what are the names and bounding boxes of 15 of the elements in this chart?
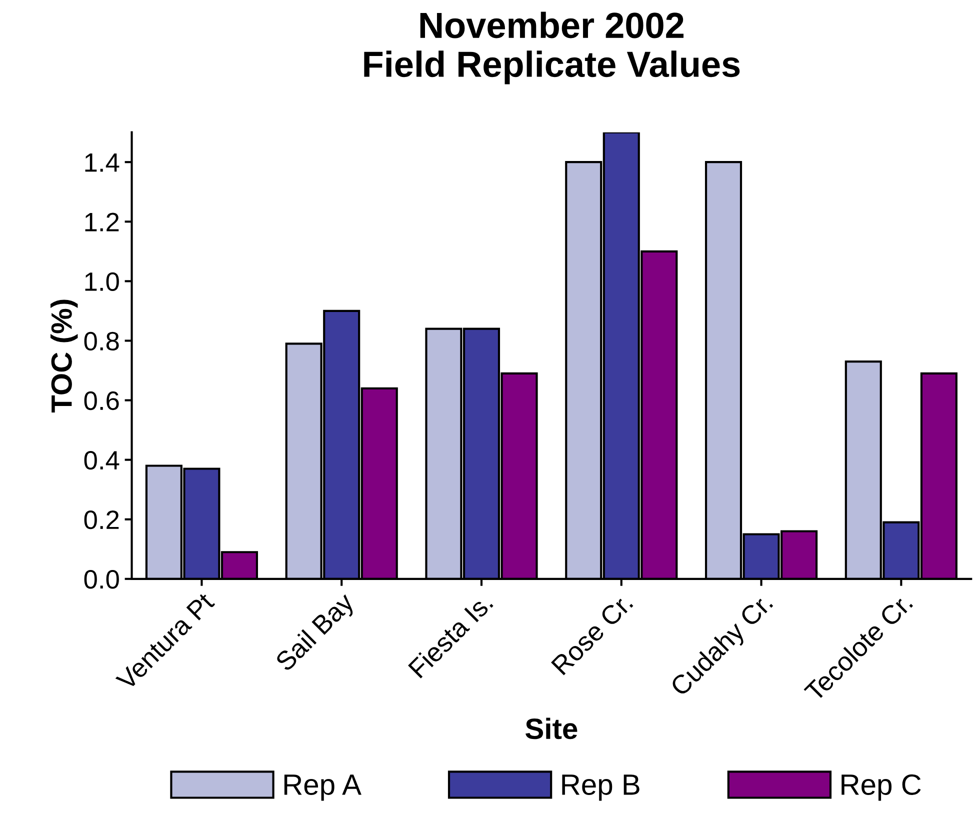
legend-label: Rep C <box>842 774 921 801</box>
y-axis-title: TOC (%) <box>50 300 78 413</box>
y-tick-label: 1.0 <box>85 272 119 291</box>
y-tick-label: 1.2 <box>85 212 119 232</box>
y-tick-label: 1.4 <box>85 154 120 172</box>
y-tick-label: 0.0 <box>84 570 119 589</box>
y-tick-label: 0.4 <box>84 450 120 470</box>
legend-label: Rep B <box>562 774 640 801</box>
x-axis-title: Site <box>526 718 578 740</box>
chart-title: November 2002 Field Replicate Values <box>364 12 740 84</box>
y-tick-label: 0.8 <box>84 332 119 351</box>
y-tick-label: 0.2 <box>84 510 119 530</box>
y-tick-label: 0.6 <box>84 391 119 410</box>
x-tick-label: Sail Bay <box>274 590 359 676</box>
legend-label: Rep A <box>284 774 362 801</box>
